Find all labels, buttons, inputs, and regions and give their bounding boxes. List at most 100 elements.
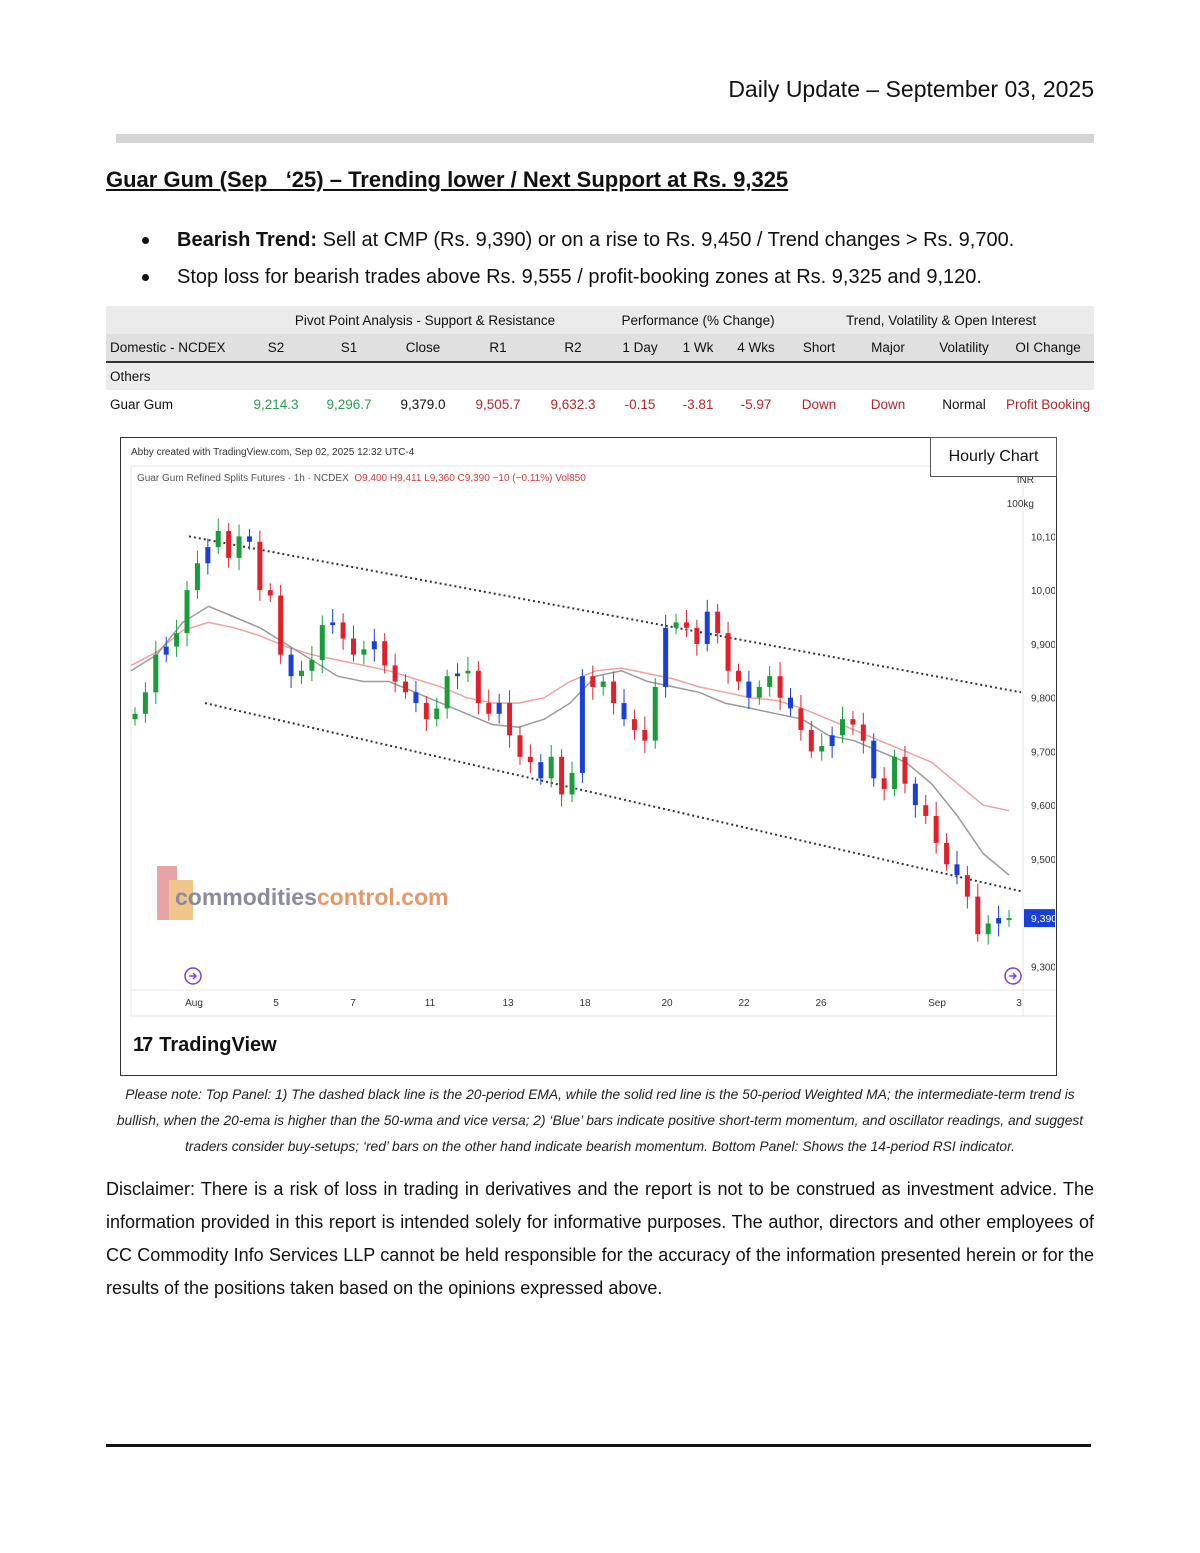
cell-volatility: Normal [942,396,986,412]
candle-body [871,740,877,779]
bullet-stop-loss: Stop loss for bearish trades above Rs. 9… [140,259,1100,296]
table-group-header-row: Pivot Point Analysis - Support & Resista… [106,306,1095,334]
last-price-tag [1024,909,1055,928]
candle-body [829,735,835,747]
col-header: Volatility [926,334,1003,363]
x-tick-label: 11 [425,998,436,1009]
candle-body [559,756,565,795]
candle-body [246,536,252,542]
stop-loss-text: Stop loss for bearish trades above Rs. 9… [177,266,982,288]
candle-body [330,622,336,626]
candle-body [538,762,544,779]
candle-body [392,665,398,682]
candle-body [600,681,606,687]
trade-recommendations: Bearish Trend: Sell at CMP (Rs. 9,390) o… [140,222,1100,296]
col-header: Close [388,334,458,363]
candle-body [798,708,804,730]
candle-body [704,611,710,644]
x-tick-label: Aug [185,998,203,1009]
pivot-table: Pivot Point Analysis - Support & Resista… [106,306,1095,418]
candle-body [371,641,377,650]
publisher-watermark: commoditiescontrol.com [145,862,465,932]
candle-body [1006,918,1012,921]
candle-body [382,641,388,666]
candle-body [860,724,866,741]
candle-body [840,719,846,736]
disclaimer: Disclaimer: There is a risk of loss in t… [106,1179,1094,1298]
report-headline: Guar Gum (Sep ‘25) – Trending lower / Ne… [106,167,789,192]
ema20-line [130,605,1010,876]
chart-note: Please note: Top Panel: 1) The dashed bl… [116,1087,1084,1154]
col-header: S2 [242,334,310,363]
cell-r1: 9,505.7 [475,396,521,412]
candle-body [475,670,481,704]
cell-short: Down [801,396,837,412]
candle-body [236,536,242,558]
hourly-chart-label: Hourly Chart [930,437,1057,477]
group-pivot: Pivot Point Analysis - Support & Resista… [242,306,609,334]
candle-body [663,627,669,687]
candle-body [132,713,138,720]
y-tick-label: 9,600 [1031,801,1055,812]
candle-body [912,783,918,806]
symbol-name: Guar Gum Refined Splits Futures · 1h · N… [137,473,349,484]
candle-body [808,729,814,752]
chart-symbol-line: Guar Gum Refined Splits Futures · 1h · N… [137,473,586,484]
candle-body [413,692,419,704]
candle-body [257,541,263,591]
candle-body [944,842,950,865]
candle-body [496,703,502,714]
footer-divider [106,1444,1091,1447]
candle-body [923,805,929,816]
candle-body [975,896,981,935]
candle-body [881,778,887,790]
cell-major: Down [870,396,906,412]
section-label: Others [106,362,1095,390]
col-header: R1 [458,334,538,363]
candle-body [933,815,939,843]
candle-body [278,595,284,655]
col-header: Short [788,334,851,363]
candle-body [902,756,908,784]
group-trend: Trend, Volatility & Open Interest [788,306,1095,334]
candle-body [725,633,731,671]
table-row: Guar Gum 9,214.3 9,296.7 9,379.0 9,505.7… [106,390,1094,418]
bullet-icon [142,274,149,281]
candle-body [819,746,825,752]
candle-body [142,692,148,714]
candle-body [777,676,783,698]
watermark-text: commoditiescontrol.com [175,883,449,910]
chart-credit: Abby created with TradingView.com, Sep 0… [131,447,415,458]
x-tick-label: 13 [502,998,514,1009]
x-tick-label: 5 [273,998,279,1009]
candle-body [455,673,461,677]
x-tick-label: 3 [1016,998,1022,1009]
candle-body [788,697,793,709]
table-section-row: Others [106,362,1095,390]
cell-4wks: -5.97 [740,396,772,412]
candle-body [215,531,221,548]
tradingview-logo-text: TradingView [159,1034,277,1056]
candle-body [985,923,991,935]
cell-1day: -0.15 [624,396,656,412]
cell-r2: 9,632.3 [550,396,596,412]
candle-body [715,611,721,634]
cell-s1: 9,296.7 [326,396,372,412]
candle-body [351,638,356,655]
candle-body [954,864,960,876]
x-tick-label: 20 [661,998,673,1009]
candle-body [631,719,637,730]
candle-body [319,625,325,661]
candle-body [465,670,471,674]
col-header: 1 Wk [672,334,725,363]
candle-body [340,622,346,639]
candle-body [298,670,304,677]
candle-body [153,654,159,693]
bearish-trend-text: Sell at CMP (Rs. 9,390) or on a rise to … [317,229,1015,251]
candle-body [683,622,689,628]
col-header: OI Change [1002,334,1095,363]
x-tick-label: 26 [815,998,827,1009]
y-tick-label: 9,900 [1031,640,1055,651]
candle-body [205,547,211,564]
candle-body [163,646,169,655]
